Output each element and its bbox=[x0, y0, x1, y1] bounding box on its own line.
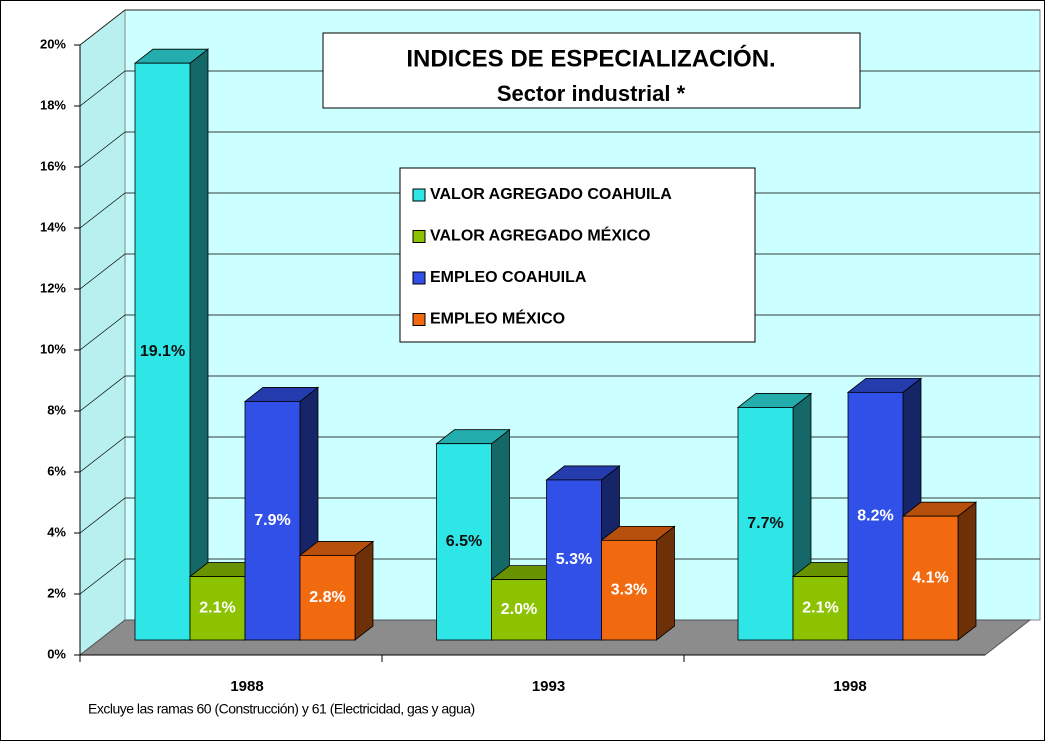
value-label: 4.1% bbox=[912, 569, 948, 586]
bar bbox=[134, 62, 191, 641]
value-label: 2.1% bbox=[802, 600, 838, 617]
grid-line bbox=[79, 70, 126, 107]
bar bbox=[436, 443, 492, 641]
legend-label: EMPLEO MÉXICO bbox=[430, 309, 565, 328]
y-tick-label: 8% bbox=[47, 402, 66, 417]
bar-side bbox=[354, 540, 374, 641]
y-tick-label: 4% bbox=[47, 524, 66, 539]
y-tick-label: 12% bbox=[40, 280, 66, 295]
bar-side bbox=[189, 48, 209, 641]
grid-line bbox=[79, 253, 126, 290]
x-tick-label: 1998 bbox=[833, 678, 866, 695]
footnote: Excluye las ramas 60 (Construcción) y 61… bbox=[88, 701, 475, 717]
bar bbox=[847, 391, 904, 641]
bar bbox=[491, 579, 547, 641]
value-label: 7.9% bbox=[254, 512, 290, 529]
value-label: 19.1% bbox=[140, 343, 185, 360]
y-tick-label: 2% bbox=[47, 585, 66, 600]
bar bbox=[902, 515, 959, 641]
value-label: 2.1% bbox=[199, 600, 235, 617]
legend-swatch bbox=[412, 230, 426, 243]
grid-line bbox=[79, 192, 126, 229]
legend-entries: VALOR AGREGADO COAHUILA VALOR AGREGADO MÉ… bbox=[412, 186, 672, 328]
y-tick-label: 14% bbox=[40, 219, 66, 234]
legend bbox=[399, 167, 756, 343]
grid-line bbox=[79, 131, 126, 168]
y-tick-label: 16% bbox=[40, 158, 66, 173]
x-tick-label: 1988 bbox=[230, 678, 263, 695]
grid-line bbox=[79, 314, 126, 351]
value-label: 7.7% bbox=[747, 515, 783, 532]
legend-swatch bbox=[412, 188, 426, 202]
x-tick-label: 1993 bbox=[532, 678, 565, 695]
bar-side bbox=[656, 525, 675, 641]
value-label: 6.5% bbox=[446, 533, 482, 550]
bar bbox=[737, 407, 794, 641]
legend-swatch bbox=[412, 271, 426, 285]
legend-label: VALOR AGREGADO COAHUILA bbox=[430, 186, 672, 203]
y-tick-label: 0% bbox=[47, 646, 66, 661]
y-tick-label: 10% bbox=[40, 341, 66, 356]
grid-line bbox=[79, 9, 126, 46]
grid-line bbox=[79, 497, 126, 534]
bar bbox=[601, 539, 657, 641]
grid-line bbox=[79, 558, 126, 595]
bar bbox=[299, 555, 356, 641]
bar bbox=[244, 401, 301, 641]
chart-subtitle: Sector industrial * bbox=[497, 81, 686, 106]
legend-label: EMPLEO COAHUILA bbox=[430, 269, 587, 286]
grid-line bbox=[79, 436, 126, 473]
y-tick-label: 6% bbox=[47, 463, 66, 478]
y-tick-label: 20% bbox=[40, 36, 66, 51]
value-label: 8.2% bbox=[857, 507, 893, 524]
y-tick-label: 18% bbox=[40, 97, 66, 112]
value-label: 5.3% bbox=[556, 551, 592, 568]
title-box bbox=[322, 32, 861, 109]
bar bbox=[792, 576, 849, 641]
legend-label: VALOR AGREGADO MÉXICO bbox=[430, 226, 650, 245]
bars: 19.1% 2.1% 7.9% 2.8% 6.5% 2.0% 5.3% 3.3% 7.7% 2.1… bbox=[133, 48, 978, 641]
value-label: 2.0% bbox=[501, 601, 537, 618]
chart-title: INDICES DE ESPECIALIZACIÓN. bbox=[406, 44, 775, 72]
value-label: 3.3% bbox=[611, 581, 647, 598]
bar-side bbox=[957, 501, 977, 641]
value-label: 2.8% bbox=[309, 589, 345, 606]
legend-swatch bbox=[412, 313, 426, 326]
grid-line bbox=[79, 375, 126, 412]
bar bbox=[546, 479, 602, 641]
